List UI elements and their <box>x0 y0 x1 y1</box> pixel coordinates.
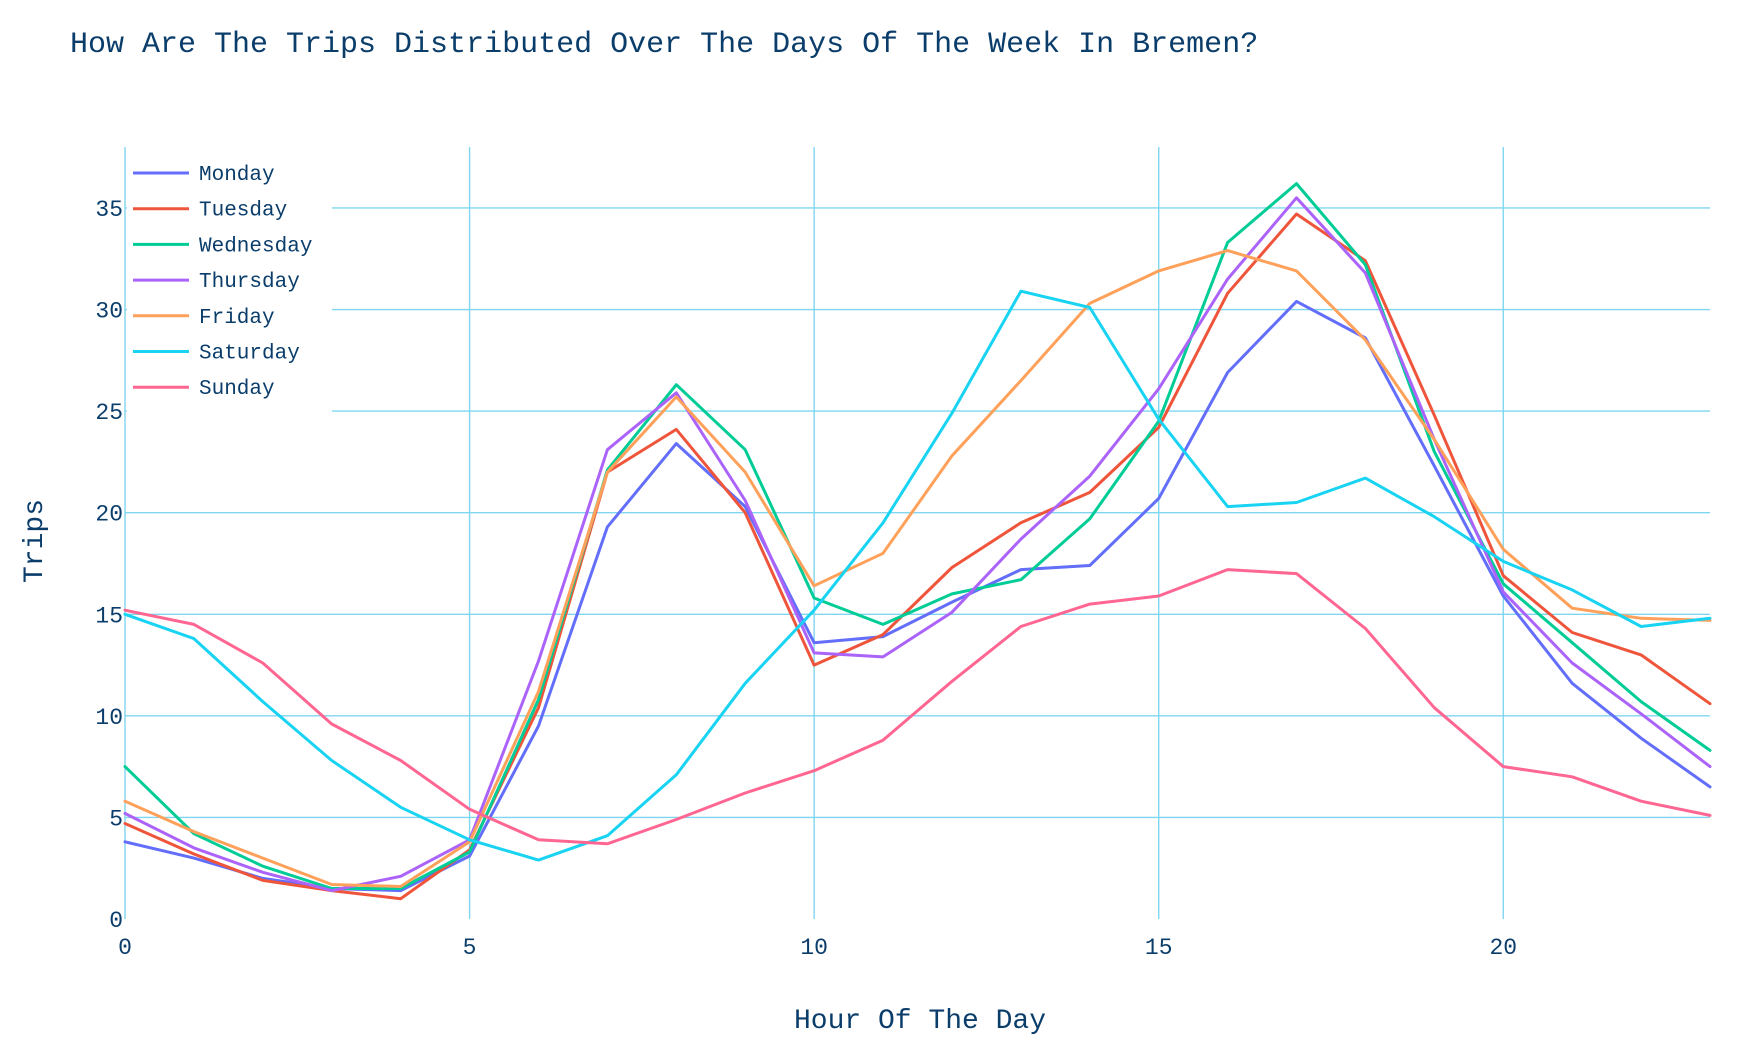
series-line-saturday <box>123 289 1712 862</box>
legend-label-thursday[interactable]: Thursday <box>199 271 300 294</box>
y-tick-label: 20 <box>95 502 123 528</box>
y-tick-label: 25 <box>95 400 123 426</box>
series-line-thursday <box>123 196 1712 893</box>
y-tick-label: 15 <box>95 603 123 629</box>
y-tick-label: 0 <box>109 908 123 934</box>
legend-label-monday[interactable]: Monday <box>199 164 275 187</box>
gridlines <box>124 147 1710 919</box>
series-line-wednesday <box>123 182 1712 890</box>
series-line-sunday <box>123 568 1712 846</box>
legend-background <box>127 151 332 415</box>
x-tick-label: 0 <box>118 935 132 961</box>
x-tick-label: 5 <box>463 935 477 961</box>
legend[interactable]: Monday Tuesday Wednesday Thursday Friday Satu… <box>127 151 332 415</box>
legend-label-saturday[interactable]: Saturday <box>199 343 300 366</box>
tick-labels: 0 5 10 15 20 0 5 10 15 20 25 30 35 <box>95 197 1517 961</box>
series-lines <box>123 182 1712 901</box>
x-tick-label: 10 <box>800 935 828 961</box>
series-line-monday <box>123 299 1712 893</box>
y-tick-label: 10 <box>95 705 123 731</box>
x-tick-label: 15 <box>1145 935 1173 961</box>
legend-label-tuesday[interactable]: Tuesday <box>199 200 287 223</box>
series-line-tuesday <box>123 212 1712 901</box>
y-tick-label: 30 <box>95 299 123 325</box>
y-tick-label: 35 <box>95 197 123 223</box>
y-tick-label: 5 <box>109 806 123 832</box>
legend-label-friday[interactable]: Friday <box>199 307 275 330</box>
x-tick-label: 20 <box>1489 935 1517 961</box>
series-line-friday <box>123 249 1712 888</box>
chart-title: How Are The Trips Distributed Over The D… <box>70 28 1258 62</box>
y-axis-title: Trips <box>20 499 51 583</box>
x-axis-title: Hour Of The Day <box>794 1006 1046 1037</box>
legend-label-wednesday[interactable]: Wednesday <box>199 235 312 258</box>
legend-label-sunday[interactable]: Sunday <box>199 378 275 401</box>
